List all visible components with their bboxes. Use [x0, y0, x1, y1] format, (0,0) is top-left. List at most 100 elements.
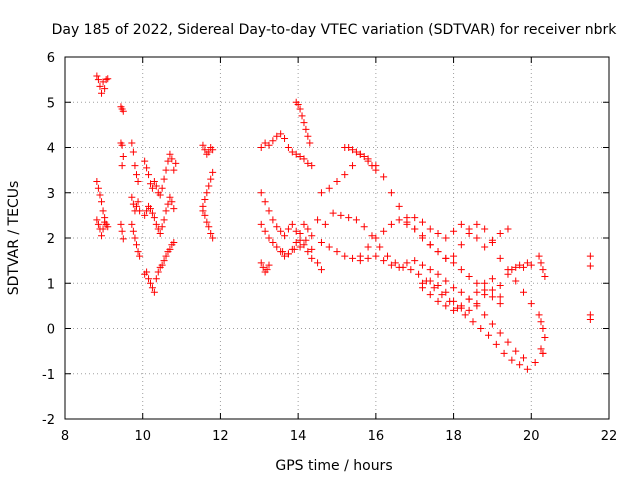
y-tick-label: 1 — [47, 277, 55, 292]
data-point — [205, 148, 213, 156]
data-point — [426, 291, 434, 299]
data-point — [372, 234, 380, 242]
x-tick-label: 8 — [61, 429, 69, 444]
data-point — [523, 365, 531, 373]
data-point — [341, 252, 349, 260]
data-point — [403, 259, 411, 267]
data-point — [520, 263, 528, 271]
data-point — [279, 248, 287, 256]
data-point — [132, 171, 140, 179]
data-point — [145, 171, 153, 179]
data-point — [304, 248, 312, 256]
data-point — [205, 223, 213, 231]
data-point — [520, 288, 528, 296]
data-point — [418, 218, 426, 226]
data-point — [349, 146, 357, 154]
data-point — [481, 291, 489, 299]
data-point — [273, 223, 281, 231]
data-point — [465, 225, 473, 233]
data-point — [143, 164, 151, 172]
data-point — [488, 275, 496, 283]
data-point — [154, 225, 162, 233]
data-point — [294, 101, 302, 109]
data-point — [496, 300, 504, 308]
data-point — [325, 184, 333, 192]
data-point — [300, 155, 308, 163]
data-point — [537, 318, 545, 326]
x-tick-label: 20 — [523, 429, 540, 444]
data-point — [473, 288, 481, 296]
data-point — [131, 162, 139, 170]
data-point — [128, 139, 136, 147]
data-point — [380, 227, 388, 235]
data-point — [442, 302, 450, 310]
x-tick-label: 14 — [290, 429, 307, 444]
data-point — [156, 229, 164, 237]
data-point — [411, 257, 419, 265]
data-point — [209, 146, 217, 154]
data-point — [273, 132, 281, 140]
data-point — [387, 220, 395, 228]
data-point — [325, 243, 333, 251]
plot-frame — [64, 56, 610, 420]
data-point — [360, 223, 368, 231]
data-point — [308, 245, 316, 253]
data-point — [496, 329, 504, 337]
data-point — [508, 266, 516, 274]
y-tick-label: 5 — [47, 96, 55, 111]
data-point — [164, 157, 172, 165]
data-point — [387, 189, 395, 197]
data-point — [337, 211, 345, 219]
data-point — [300, 220, 308, 228]
data-point — [364, 157, 372, 165]
data-point — [298, 112, 306, 120]
data-point — [290, 245, 298, 253]
data-point — [457, 304, 465, 312]
data-point — [434, 248, 442, 256]
data-point — [128, 220, 136, 228]
data-point — [492, 340, 500, 348]
data-point — [164, 200, 172, 208]
data-point — [539, 266, 547, 274]
data-point — [485, 331, 493, 339]
data-point — [269, 239, 277, 247]
data-point — [168, 155, 176, 163]
data-point — [281, 252, 289, 260]
data-point — [308, 254, 316, 262]
data-point — [170, 239, 178, 247]
data-point — [500, 349, 508, 357]
data-point — [516, 361, 524, 369]
data-point — [281, 134, 289, 142]
data-point — [261, 139, 269, 147]
data-point — [461, 311, 469, 319]
data-point — [146, 279, 154, 287]
x-tick-label: 22 — [601, 429, 618, 444]
data-point — [438, 291, 446, 299]
data-point — [426, 266, 434, 274]
data-point — [118, 141, 126, 149]
y-tick-label: 0 — [47, 323, 55, 338]
data-point — [586, 252, 594, 260]
data-point — [128, 193, 136, 201]
data-point — [426, 241, 434, 249]
data-point — [119, 107, 127, 115]
y-tick-label: 3 — [47, 187, 55, 202]
x-tick-label: 18 — [445, 429, 462, 444]
data-point — [333, 177, 341, 185]
data-point — [496, 293, 504, 301]
data-point — [442, 288, 450, 296]
data-point — [205, 182, 213, 190]
data-point — [488, 236, 496, 244]
data-point — [265, 234, 273, 242]
data-point — [146, 180, 154, 188]
data-point — [481, 225, 489, 233]
data-point — [473, 300, 481, 308]
data-point — [329, 209, 337, 217]
data-point — [457, 266, 465, 274]
data-point — [481, 243, 489, 251]
data-point — [118, 162, 126, 170]
data-point — [531, 358, 539, 366]
data-point — [134, 248, 142, 256]
data-point — [395, 216, 403, 224]
data-point — [488, 320, 496, 328]
